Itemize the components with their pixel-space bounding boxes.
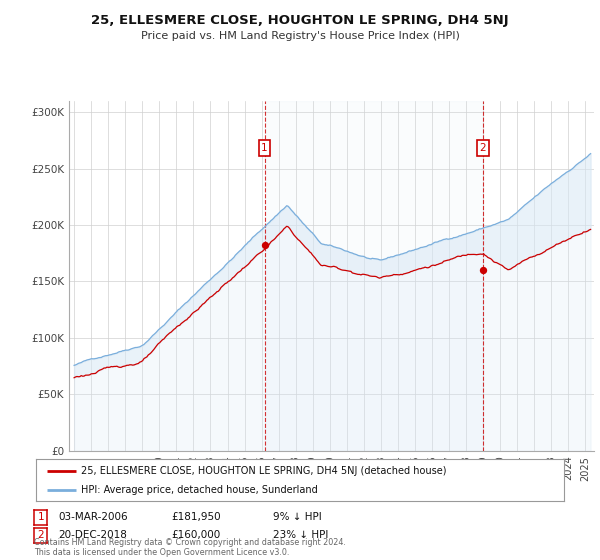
Text: 23% ↓ HPI: 23% ↓ HPI xyxy=(273,530,328,540)
Text: £160,000: £160,000 xyxy=(171,530,220,540)
Text: Price paid vs. HM Land Registry's House Price Index (HPI): Price paid vs. HM Land Registry's House … xyxy=(140,31,460,41)
Text: £181,950: £181,950 xyxy=(171,512,221,522)
Point xyxy=(260,241,269,250)
Text: 03-MAR-2006: 03-MAR-2006 xyxy=(58,512,128,522)
Text: Contains HM Land Registry data © Crown copyright and database right 2024.
This d: Contains HM Land Registry data © Crown c… xyxy=(34,538,346,557)
Text: 25, ELLESMERE CLOSE, HOUGHTON LE SPRING, DH4 5NJ: 25, ELLESMERE CLOSE, HOUGHTON LE SPRING,… xyxy=(91,14,509,27)
Text: 2: 2 xyxy=(479,143,486,153)
Text: 20-DEC-2018: 20-DEC-2018 xyxy=(58,530,127,540)
Bar xyxy=(265,101,482,451)
Point xyxy=(478,265,487,274)
Text: 1: 1 xyxy=(37,512,44,522)
Text: HPI: Average price, detached house, Sunderland: HPI: Average price, detached house, Sund… xyxy=(81,485,317,495)
Text: 1: 1 xyxy=(261,143,268,153)
Text: 2: 2 xyxy=(37,530,44,540)
Text: 25, ELLESMERE CLOSE, HOUGHTON LE SPRING, DH4 5NJ (detached house): 25, ELLESMERE CLOSE, HOUGHTON LE SPRING,… xyxy=(81,465,446,475)
Text: 9% ↓ HPI: 9% ↓ HPI xyxy=(273,512,322,522)
